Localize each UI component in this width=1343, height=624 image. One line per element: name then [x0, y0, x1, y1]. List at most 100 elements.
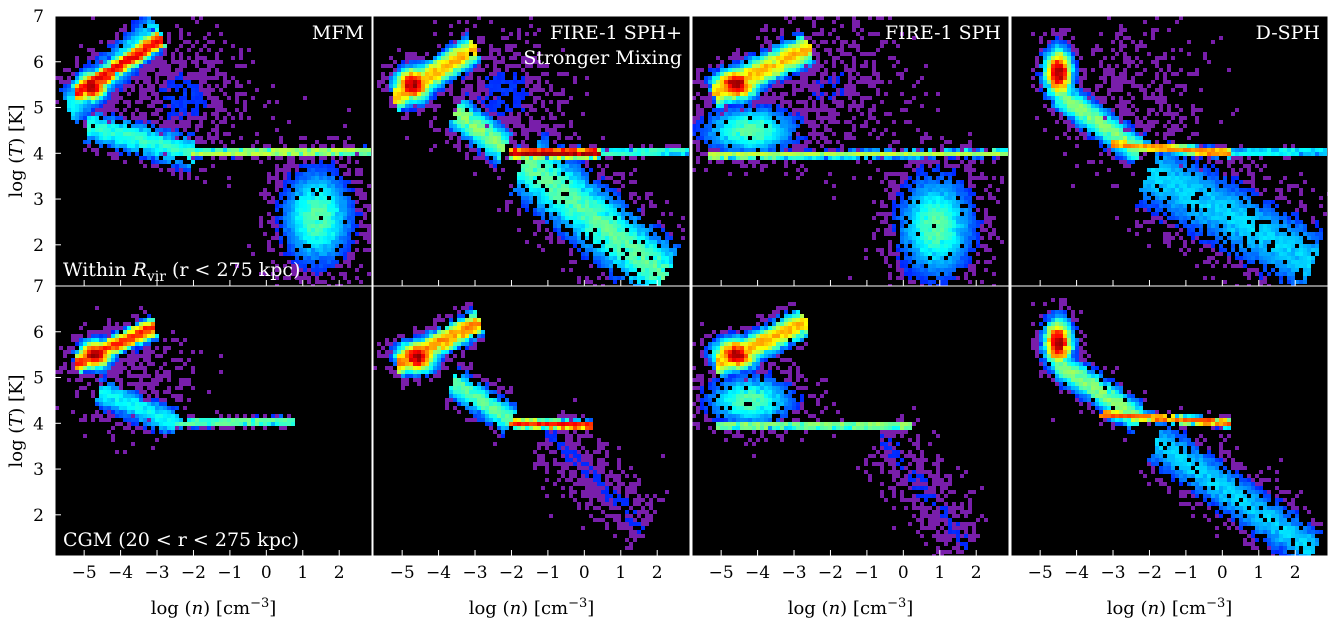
density-cell	[804, 44, 808, 48]
density-cell	[513, 188, 517, 192]
density-cell	[83, 108, 87, 112]
density-cell	[920, 180, 924, 184]
density-cell	[163, 96, 167, 100]
density-cell	[393, 76, 397, 80]
density-cell	[641, 224, 645, 228]
density-cell	[673, 152, 677, 156]
density-cell	[425, 80, 429, 84]
density-cell	[347, 216, 351, 220]
density-cell	[517, 36, 521, 40]
density-cell	[565, 236, 569, 240]
density-cell	[123, 44, 127, 48]
density-cell	[167, 140, 171, 144]
density-cell	[195, 60, 199, 64]
density-cell	[609, 236, 613, 240]
density-cell	[525, 40, 529, 44]
density-cell	[469, 120, 473, 124]
density-cell	[704, 80, 708, 84]
density-cell	[119, 136, 123, 140]
density-cell	[956, 248, 960, 252]
density-cell	[772, 140, 776, 144]
density-cell	[179, 96, 183, 100]
density-cell	[912, 156, 916, 160]
density-cell	[103, 120, 107, 124]
density-cell	[569, 188, 573, 192]
density-cell	[87, 64, 91, 68]
density-cell	[796, 36, 800, 40]
density-cell	[549, 128, 553, 132]
density-cell	[832, 112, 836, 116]
density-cell	[263, 144, 267, 148]
density-cell	[673, 244, 677, 248]
density-cell	[291, 252, 295, 256]
density-cell	[323, 200, 327, 204]
density-cell	[351, 208, 355, 212]
density-cell	[481, 136, 485, 140]
density-cell	[928, 224, 932, 228]
density-cell	[605, 264, 609, 268]
density-cell	[79, 44, 83, 48]
density-cell	[976, 232, 980, 236]
density-cell	[980, 244, 984, 248]
density-cell	[521, 92, 525, 96]
density-cell	[465, 40, 469, 44]
density-cell	[948, 248, 952, 252]
density-cell	[824, 136, 828, 140]
density-cell	[724, 72, 728, 76]
density-cell	[956, 192, 960, 196]
density-cell	[469, 100, 473, 104]
density-cell	[127, 128, 131, 132]
density-cell	[617, 216, 621, 220]
density-cell	[99, 100, 103, 104]
density-cell	[299, 236, 303, 240]
density-cell	[980, 172, 984, 176]
density-cell	[896, 244, 900, 248]
density-cell	[573, 156, 577, 160]
density-cell	[904, 156, 908, 160]
density-cell	[199, 92, 203, 96]
density-cell	[533, 232, 537, 236]
density-cell	[537, 80, 541, 84]
density-cell	[932, 260, 936, 264]
density-cell	[331, 216, 335, 220]
density-cell	[473, 112, 477, 116]
density-cell	[712, 108, 716, 112]
density-cell	[780, 140, 784, 144]
density-cell	[505, 88, 509, 92]
density-cell	[549, 148, 553, 152]
density-cell	[920, 240, 924, 244]
density-cell	[497, 60, 501, 64]
density-cell	[331, 224, 335, 228]
density-cell	[553, 184, 557, 188]
density-cell	[433, 92, 437, 96]
density-cell	[75, 92, 79, 96]
density-cell	[299, 188, 303, 192]
density-cell	[513, 72, 517, 76]
density-cell	[696, 116, 700, 120]
density-cell	[848, 84, 852, 88]
density-cell	[195, 116, 199, 120]
density-cell	[669, 260, 673, 264]
density-cell	[489, 132, 493, 136]
density-cell	[748, 92, 752, 96]
density-cell	[327, 180, 331, 184]
density-cell	[489, 108, 493, 112]
density-cell	[143, 44, 147, 48]
density-cell	[720, 128, 724, 132]
density-cell	[509, 132, 513, 136]
density-cell	[704, 128, 708, 132]
density-cell	[111, 96, 115, 100]
density-cell	[513, 64, 517, 68]
density-cell	[315, 140, 319, 144]
density-cell	[279, 152, 283, 156]
density-cell	[760, 100, 764, 104]
density-cell	[776, 156, 780, 160]
density-cell	[724, 124, 728, 128]
density-cell	[808, 64, 812, 68]
density-cell	[417, 84, 421, 88]
density-cell	[75, 56, 79, 60]
density-cell	[948, 152, 952, 156]
density-cell	[956, 224, 960, 228]
density-cell	[956, 256, 960, 260]
density-cell	[355, 200, 359, 204]
